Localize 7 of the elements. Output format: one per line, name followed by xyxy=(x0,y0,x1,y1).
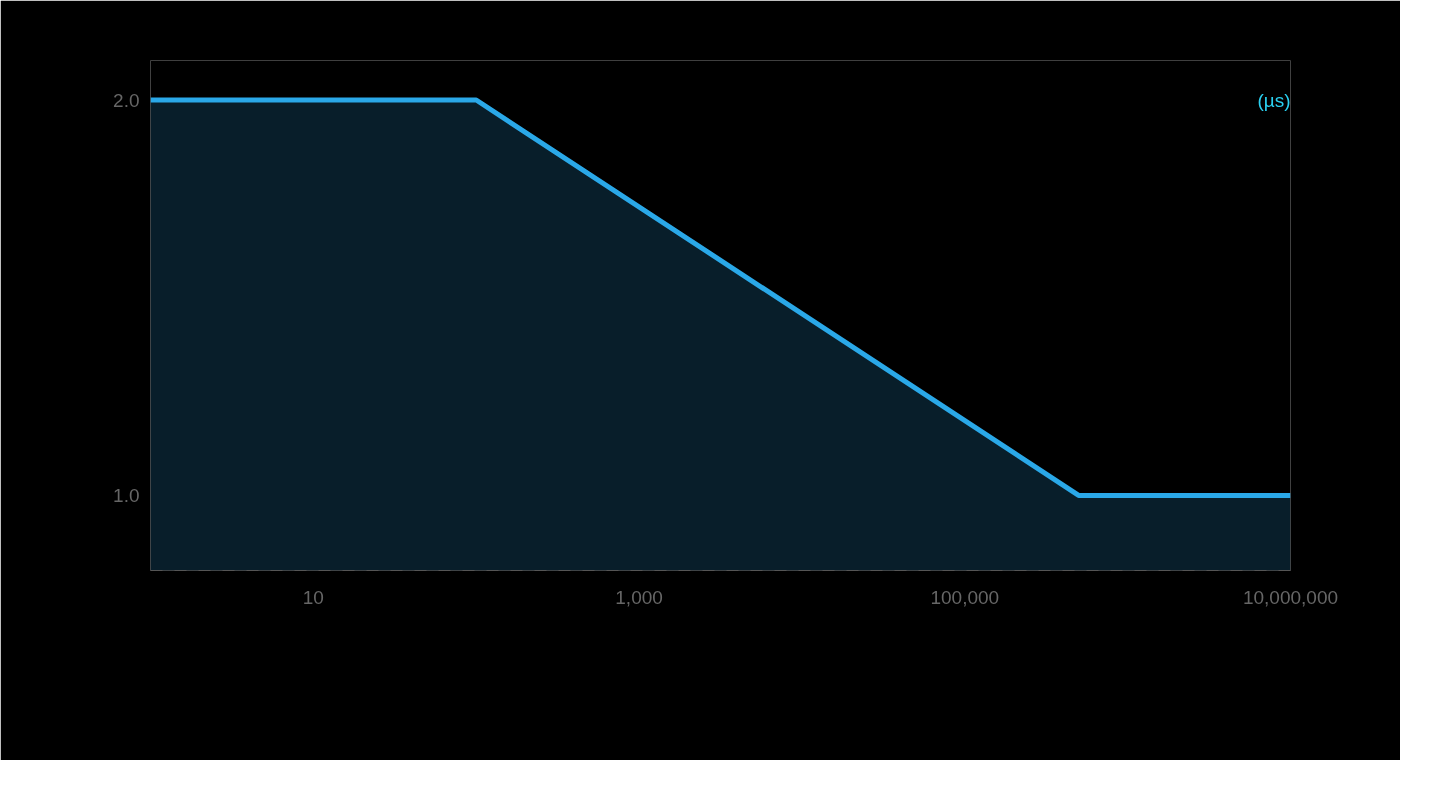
x-tick-label: 100,000 xyxy=(930,586,1000,608)
x-tick-label: 10 xyxy=(302,586,324,608)
x-tick-label: 10,000,000 xyxy=(1242,586,1339,608)
y-tick-label: 1.0 xyxy=(113,484,140,506)
y-tick-label: 2.0 xyxy=(113,89,140,111)
y-axis-title: (µs) xyxy=(1257,89,1291,111)
x-tick-label: 1,000 xyxy=(615,586,663,608)
